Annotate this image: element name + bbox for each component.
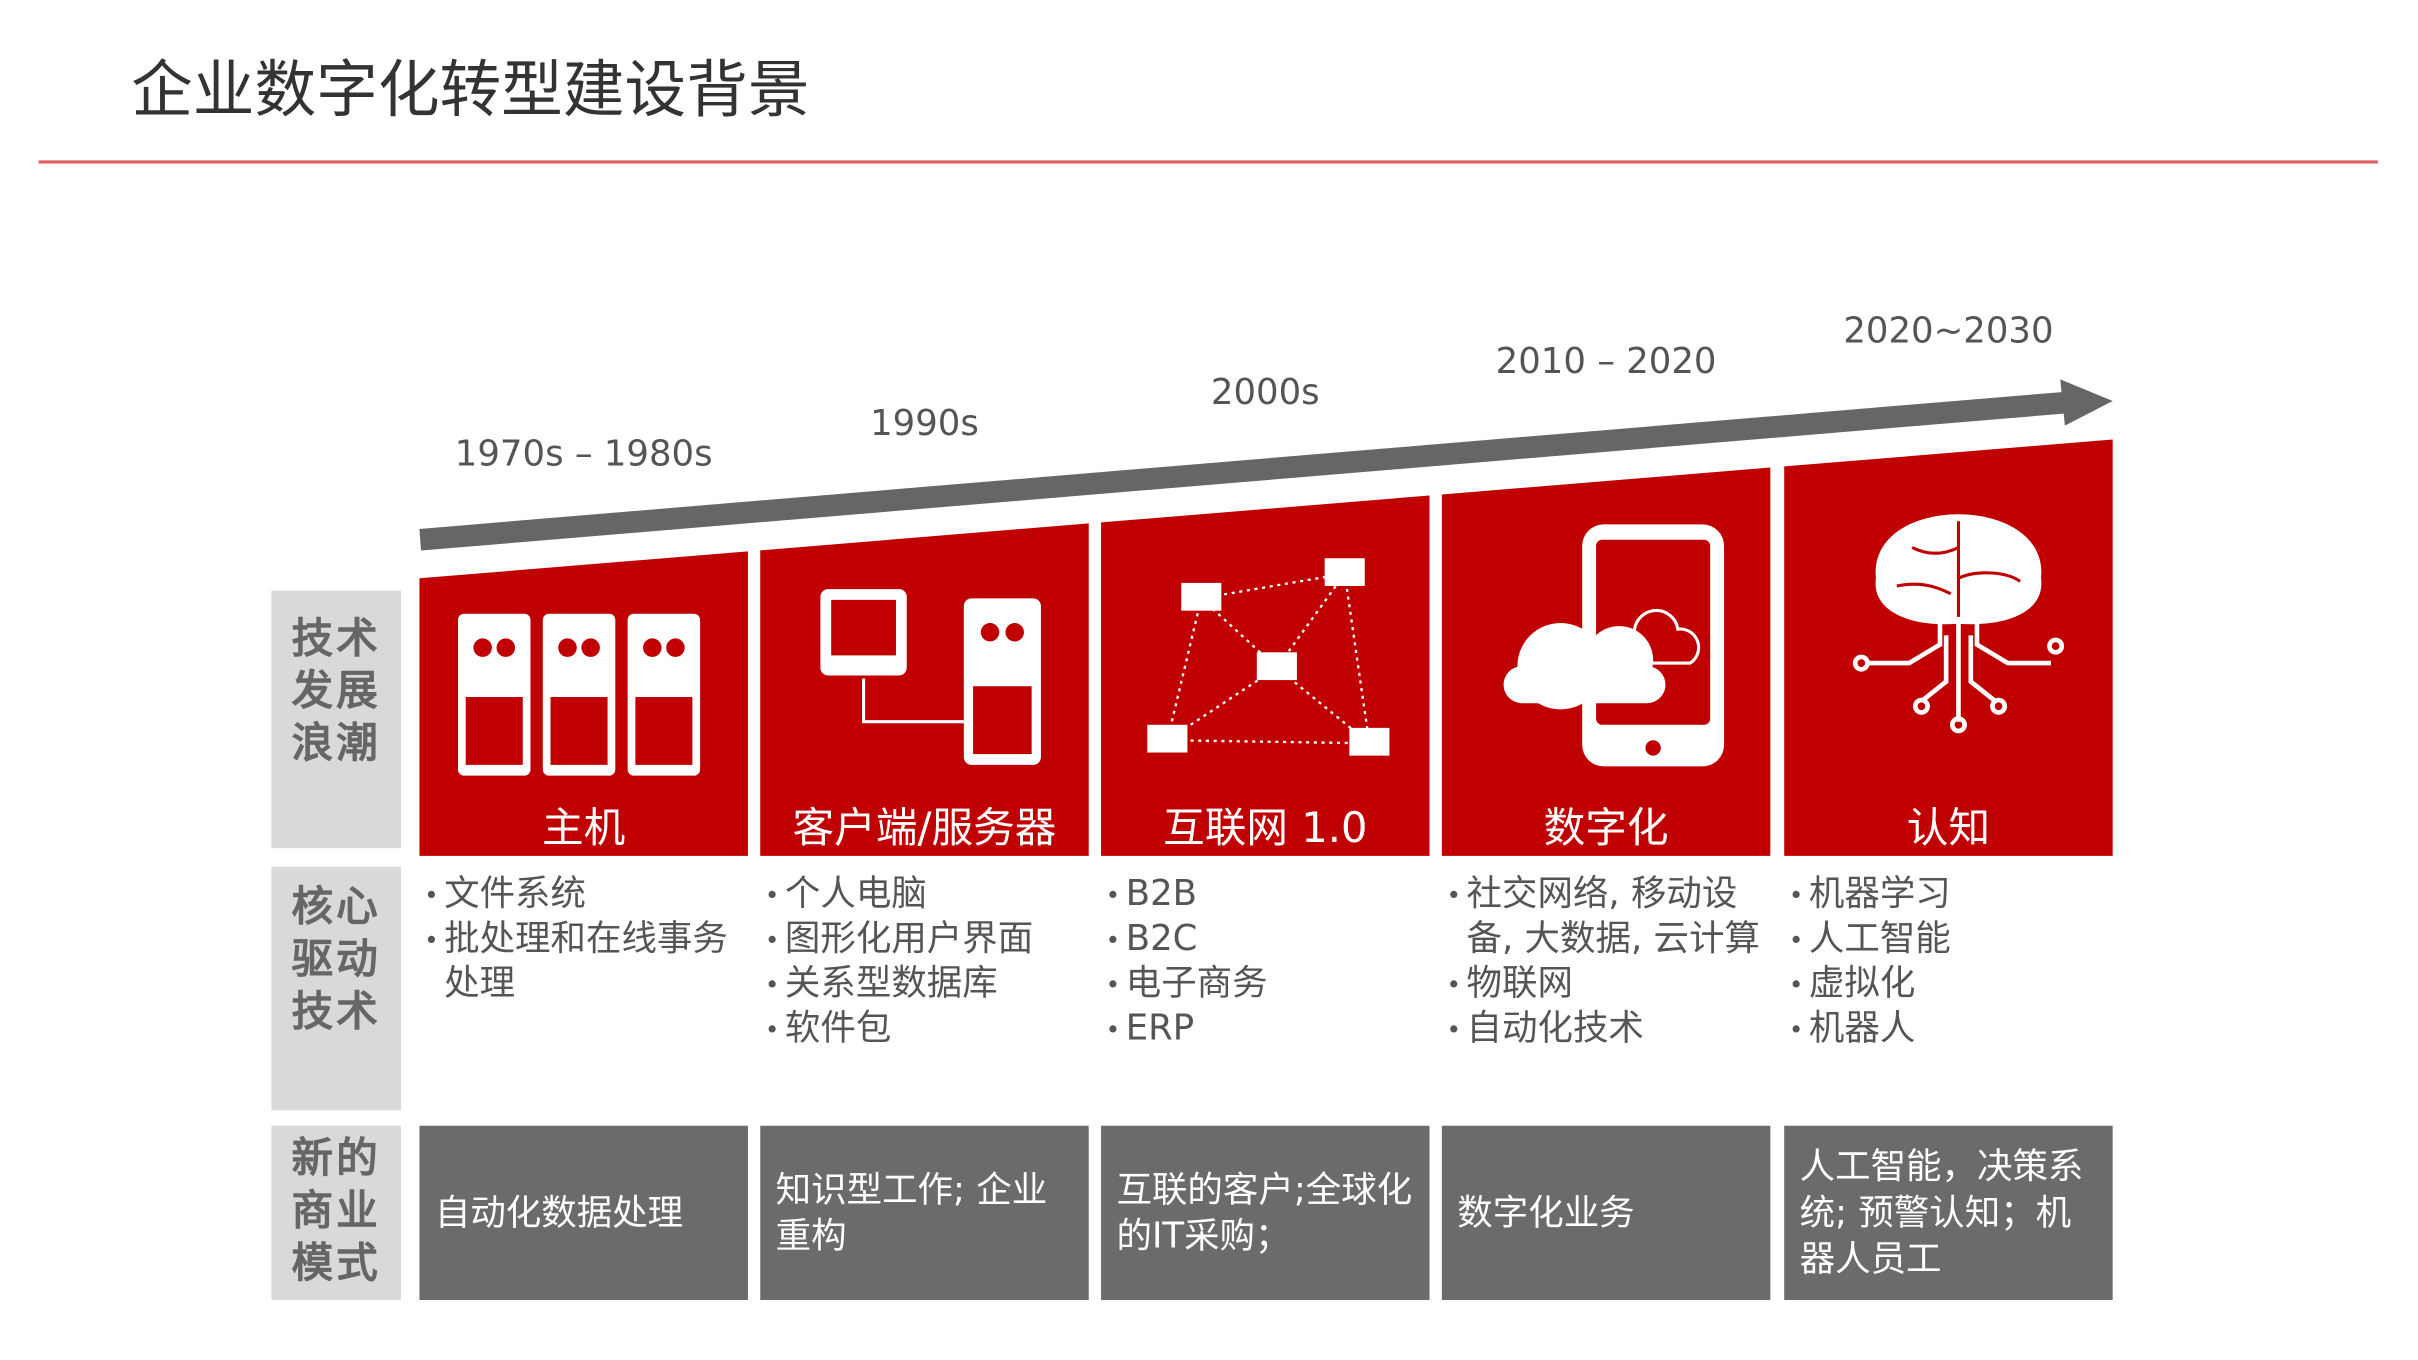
business-model: 人工智能，决策系统; 预警认知；机器人员工	[1799, 1146, 2084, 1280]
business-model: 互联的客户;全球化的IT采购；	[1116, 1169, 1413, 1257]
row-label: 技术发展浪潮	[291, 615, 381, 768]
technology-list: 文件系统批处理和在线事务处理	[423, 873, 748, 1007]
arrow-head	[2060, 379, 2113, 426]
icon-network	[1147, 558, 1390, 756]
technology-item: B2C	[1106, 918, 1430, 963]
era-label: 1970s – 1980s	[454, 434, 713, 475]
timeline-arrow	[419, 391, 2068, 551]
icon-servers	[458, 613, 701, 776]
technology-item: 关系型数据库	[765, 962, 1089, 1007]
technology-item: 社交网络, 移动设备, 大数据, 云计算	[1446, 873, 1771, 962]
era-heading: 认知	[1906, 804, 1991, 853]
row-label-box	[271, 590, 401, 849]
era-heading: 客户端/服务器	[792, 804, 1057, 853]
era-heading: 主机	[542, 804, 626, 853]
technology-item: 物联网	[1446, 962, 1771, 1007]
technology-item: 机器学习	[1789, 873, 2113, 918]
technology-item: ERP	[1106, 1007, 1430, 1052]
technology-list: 机器学习人工智能虚拟化机器人	[1787, 873, 2112, 1052]
icon-client-server	[820, 589, 1041, 765]
technology-item: 个人电脑	[765, 873, 1089, 918]
business-model: 数字化业务	[1457, 1192, 1635, 1233]
business-boxes	[419, 1125, 2113, 1300]
era-label: 2010 – 2020	[1495, 342, 1717, 383]
technology-item: 人工智能	[1789, 918, 2113, 963]
business-model: 知识型工作; 企业重构	[775, 1169, 1048, 1257]
technology-list: 个人电脑图形化用户界面关系型数据库软件包	[763, 873, 1088, 1052]
era-label: 2020~2030	[1843, 311, 2054, 352]
technology-item: 文件系统	[424, 873, 748, 918]
row-label: 新的商业模式	[291, 1134, 381, 1288]
technology-item: 软件包	[765, 1007, 1089, 1052]
technology-item: 虚拟化	[1789, 962, 2113, 1007]
technology-list: 社交网络, 移动设备, 大数据, 云计算物联网自动化技术	[1445, 873, 1770, 1052]
icon-brain	[1852, 514, 2065, 734]
row-label-box	[271, 866, 401, 1111]
era-label: 1990s	[870, 404, 979, 445]
technology-list: B2BB2C电子商务ERP	[1104, 873, 1429, 1052]
icon-phone-cloud	[1503, 524, 1725, 767]
row-label-box	[271, 1125, 401, 1300]
era-heading: 数字化	[1543, 804, 1669, 853]
technology-item: 自动化技术	[1446, 1007, 1771, 1052]
technology-item: 批处理和在线事务处理	[424, 918, 748, 1007]
era-heading: 互联网 1.0	[1163, 804, 1368, 853]
technology-item: 电子商务	[1106, 962, 1430, 1007]
business-model: 自动化数据处理	[434, 1192, 684, 1233]
technology-item: 机器人	[1789, 1007, 2113, 1052]
technology-item: B2B	[1106, 873, 1430, 918]
row-label: 核心驱动技术	[291, 883, 381, 1037]
technology-item: 图形化用户界面	[765, 918, 1089, 963]
era-label: 2000s	[1210, 373, 1320, 414]
slide-title: 企业数字化转型建设背景	[131, 55, 810, 127]
